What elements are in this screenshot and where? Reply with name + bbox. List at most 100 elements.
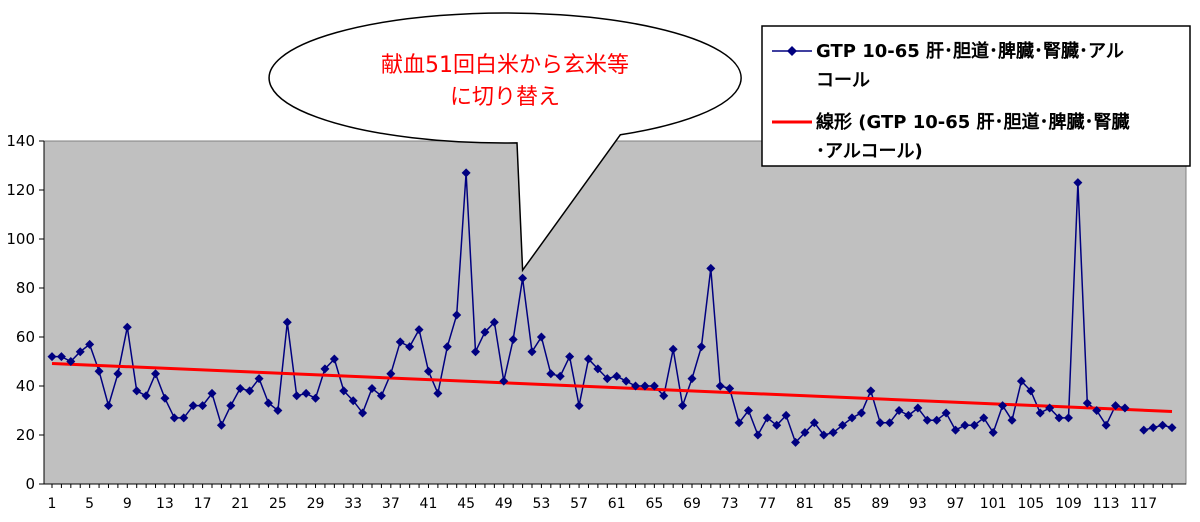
data-point-marker xyxy=(320,364,330,374)
x-tick-label: 89 xyxy=(871,496,889,512)
data-point-marker xyxy=(696,342,706,352)
data-point-marker xyxy=(941,408,951,418)
data-point-marker xyxy=(998,401,1008,411)
y-tick-label: 120 xyxy=(6,181,35,199)
data-point-marker xyxy=(969,420,979,430)
x-tick-label: 57 xyxy=(570,496,588,512)
data-point-marker xyxy=(216,420,226,430)
data-point-marker xyxy=(885,418,895,428)
data-point-marker xyxy=(348,396,358,406)
data-point-marker xyxy=(565,352,575,362)
legend-diamond-marker xyxy=(787,46,797,56)
data-point-marker xyxy=(471,347,481,357)
x-tick-label: 85 xyxy=(834,496,852,512)
data-point-marker xyxy=(668,344,678,354)
data-point-marker xyxy=(386,369,396,379)
data-point-marker xyxy=(1139,425,1149,435)
callout-line-2: に切り替え xyxy=(450,85,560,110)
callout: 献血51回白米から玄米等 に切り替え xyxy=(268,12,742,273)
x-tick-label: 113 xyxy=(1093,496,1120,512)
data-point-marker xyxy=(631,381,641,391)
x-tick-label: 81 xyxy=(796,496,814,512)
data-point-marker xyxy=(376,391,386,401)
data-point-marker xyxy=(640,381,650,391)
data-point-marker xyxy=(452,310,462,320)
data-point-marker xyxy=(734,418,744,428)
x-tick-label: 65 xyxy=(645,496,663,512)
data-point-marker xyxy=(282,317,292,327)
data-point-marker xyxy=(828,428,838,438)
x-tick-label: 45 xyxy=(457,496,475,512)
data-point-marker xyxy=(612,371,622,381)
data-point-marker xyxy=(762,413,772,423)
data-point-marker xyxy=(1101,420,1111,430)
data-point-marker xyxy=(1120,403,1130,413)
data-point-marker xyxy=(866,386,876,396)
y-tick-label: 40 xyxy=(16,377,35,395)
data-point-marker xyxy=(169,413,179,423)
data-point-marker xyxy=(75,347,85,357)
x-tick-label: 105 xyxy=(1017,496,1044,512)
data-point-marker xyxy=(226,401,236,411)
x-tick-label: 53 xyxy=(532,496,550,512)
y-tick-label: 20 xyxy=(16,426,35,444)
data-point-marker xyxy=(932,415,942,425)
data-point-marker xyxy=(1073,178,1083,188)
x-tick-label: 29 xyxy=(307,496,325,512)
x-tick-label: 25 xyxy=(269,496,287,512)
data-point-marker xyxy=(856,408,866,418)
data-point-marker xyxy=(1092,406,1102,415)
x-tick-label: 73 xyxy=(721,496,739,512)
data-point-marker xyxy=(160,393,170,403)
data-point-marker xyxy=(254,374,264,384)
data-point-marker xyxy=(894,406,904,415)
data-point-marker xyxy=(66,357,76,366)
data-point-marker xyxy=(903,410,913,420)
y-tick-label: 60 xyxy=(16,328,35,346)
data-point-marker xyxy=(433,388,443,398)
data-point-marker xyxy=(85,339,95,349)
data-point-marker xyxy=(113,369,123,379)
data-point-marker xyxy=(94,366,104,376)
callout-bubble xyxy=(268,12,742,273)
data-point-marker xyxy=(979,413,989,423)
data-point-marker xyxy=(1082,398,1092,408)
data-point-marker xyxy=(819,430,829,440)
x-tick-label: 117 xyxy=(1130,496,1157,512)
series-layer xyxy=(47,168,1177,447)
data-point-marker xyxy=(47,352,57,362)
data-point-marker xyxy=(329,354,339,364)
data-point-marker xyxy=(508,334,518,344)
data-point-marker xyxy=(593,364,603,374)
data-point-marker xyxy=(141,391,151,401)
data-point-marker xyxy=(781,410,791,420)
data-point-marker xyxy=(715,381,725,391)
data-point-marker xyxy=(358,408,368,418)
data-point-marker xyxy=(753,430,763,440)
data-point-marker xyxy=(1035,408,1045,418)
data-point-marker xyxy=(527,347,537,357)
x-tick-label: 61 xyxy=(608,496,626,512)
data-point-marker xyxy=(1111,401,1121,411)
data-point-marker xyxy=(659,391,669,401)
x-axis: 1 5 9 13 17 21 25 29 33 37 41 45 49 53 57 61 65 69 73 77 81 8… xyxy=(44,483,1186,512)
data-point-marker xyxy=(1054,413,1064,423)
data-point-marker xyxy=(235,383,245,393)
legend-label-series: GTP 10-65 肝･胆道･脾臓･腎臓･アルコール xyxy=(816,40,1124,91)
x-tick-label: 1 xyxy=(48,496,57,512)
x-tick-label: 33 xyxy=(344,496,362,512)
data-point-marker xyxy=(706,263,716,273)
trend-line xyxy=(51,361,1173,413)
data-point-marker xyxy=(179,413,189,423)
x-tick-label: 69 xyxy=(683,496,701,512)
x-tick-label: 41 xyxy=(420,496,438,512)
data-point-marker xyxy=(988,428,998,438)
x-tick-label: 49 xyxy=(495,496,513,512)
data-point-marker xyxy=(1167,423,1177,433)
data-point-marker xyxy=(1026,386,1036,396)
data-point-marker xyxy=(414,325,424,335)
data-point-marker xyxy=(301,388,311,398)
data-point-marker xyxy=(122,322,132,332)
y-tick-label: 100 xyxy=(6,230,35,248)
data-point-marker xyxy=(518,273,528,283)
